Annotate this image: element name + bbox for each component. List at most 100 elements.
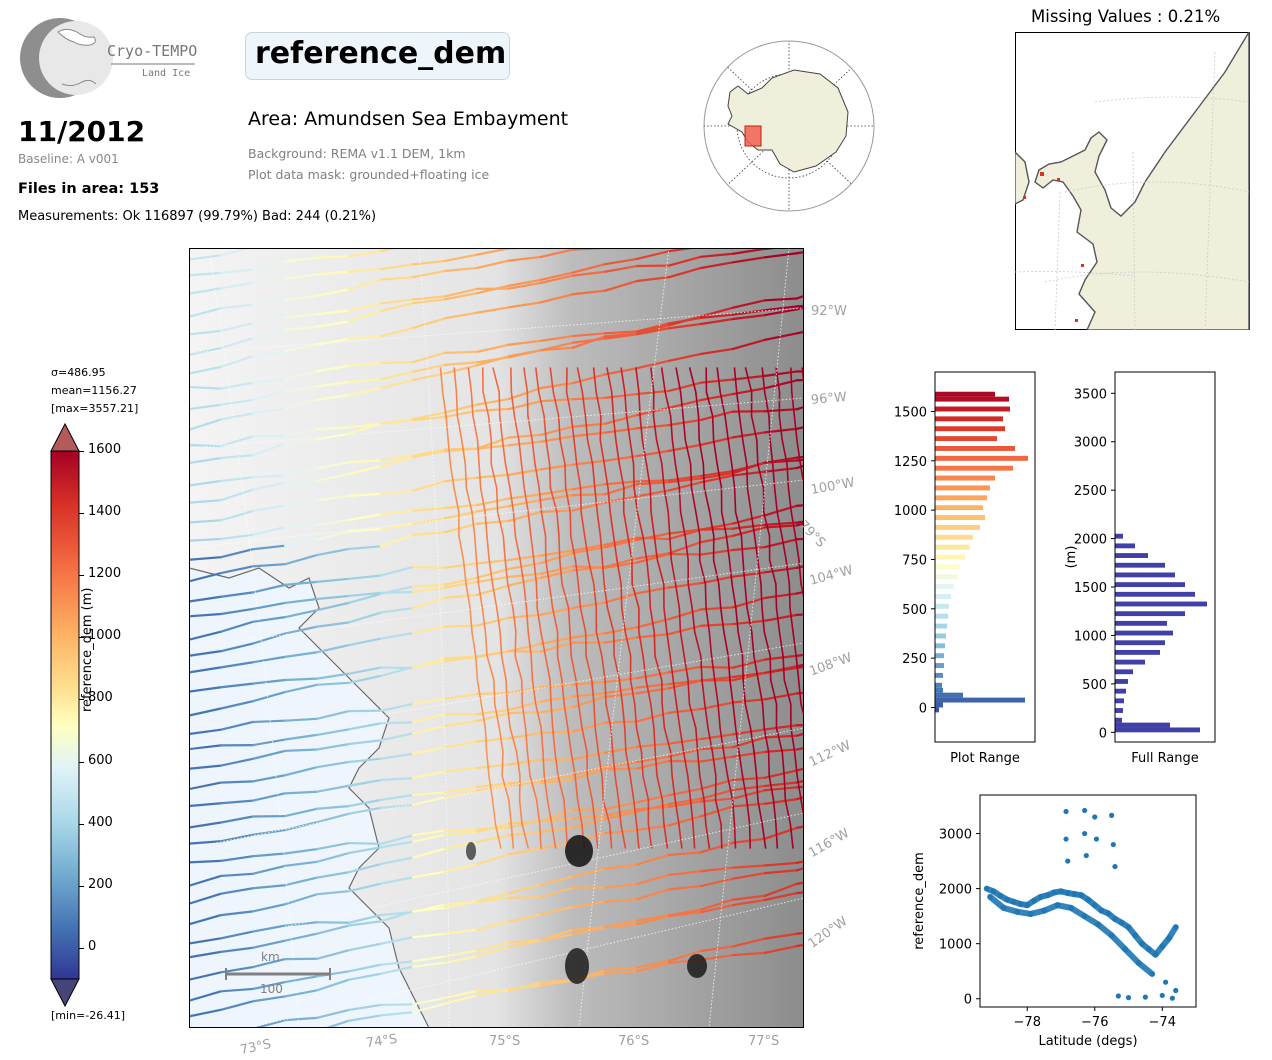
track-segment <box>699 898 735 911</box>
track-segment <box>411 450 447 459</box>
track-segment <box>551 607 559 633</box>
track-segment <box>379 803 415 809</box>
cryo-tempo-logo: Cryo-TEMPO Land Ice <box>18 16 203 100</box>
track-segment <box>189 571 223 583</box>
track-segment <box>714 799 722 825</box>
track-segment <box>539 569 575 579</box>
track-segment <box>189 821 223 829</box>
track-segment <box>711 751 717 777</box>
track-segment <box>695 511 701 537</box>
track-segment <box>746 487 752 513</box>
track-segment <box>768 415 771 441</box>
track-segment <box>283 428 319 437</box>
track-segment <box>507 895 543 899</box>
track-segment <box>663 823 669 849</box>
colorbar-min: [min=-26.41] <box>51 1009 126 1022</box>
track-segment <box>379 607 415 614</box>
scatter-point <box>1063 836 1069 842</box>
track-segment <box>379 665 415 677</box>
track-segment <box>219 476 255 483</box>
track-segment <box>579 487 582 513</box>
track-segment <box>479 487 486 513</box>
scatter-point <box>1092 814 1098 820</box>
scatter-point <box>1163 979 1169 985</box>
track-segment <box>571 373 607 385</box>
track-segment <box>603 414 639 425</box>
track-segment <box>543 415 547 441</box>
track-segment <box>539 487 575 496</box>
track-segment <box>632 799 638 825</box>
track-segment <box>632 463 635 489</box>
track-segment <box>635 802 671 813</box>
track-segment <box>731 256 767 264</box>
track-segment <box>251 995 287 1003</box>
track-segment <box>699 841 735 854</box>
track-segment <box>616 559 622 585</box>
track-segment <box>731 313 767 321</box>
y-tick-label: 500 <box>902 603 927 618</box>
track-segment <box>772 799 777 825</box>
track-segment <box>763 521 799 526</box>
track-segment <box>379 360 415 365</box>
track-segment <box>507 281 543 290</box>
track-segment <box>507 339 543 346</box>
track-segment <box>763 869 799 875</box>
track-segment <box>379 455 415 468</box>
track-segment <box>599 415 602 441</box>
track-segment <box>678 487 682 513</box>
track-segment <box>507 820 543 825</box>
track-segment <box>548 463 552 489</box>
track-segment <box>443 785 479 794</box>
track-segment <box>443 740 479 749</box>
track-segment <box>731 750 767 758</box>
scatter-point <box>1065 858 1071 864</box>
track-segment <box>379 965 415 975</box>
track-segment <box>514 535 522 561</box>
track-segment <box>443 311 479 320</box>
histogram-bar <box>935 613 948 619</box>
track-segment <box>652 415 658 441</box>
track-segment <box>501 775 510 801</box>
track-segment <box>502 535 507 561</box>
histogram-bar <box>935 396 1009 402</box>
track-segment <box>795 860 804 864</box>
histogram-bar <box>935 653 944 659</box>
track-segment <box>635 853 671 866</box>
colorbar-tick-label: 200 <box>88 876 113 892</box>
track-segment <box>731 658 767 669</box>
track-segment <box>603 745 639 754</box>
track-segment <box>574 775 579 801</box>
track-segment <box>684 439 692 465</box>
histogram-bar <box>935 707 939 713</box>
track-segment <box>219 910 255 917</box>
track-segment <box>475 558 511 565</box>
track-segment <box>635 888 671 901</box>
track-segment <box>635 322 671 333</box>
track-segment <box>731 802 767 808</box>
track-segment <box>347 422 383 435</box>
track-segment <box>507 386 543 401</box>
track-segment <box>530 535 535 561</box>
track-segment <box>699 261 735 270</box>
track-segment <box>594 823 599 849</box>
area-label: Area: Amundsen Sea Embayment <box>248 108 569 130</box>
track-segment <box>347 722 383 731</box>
track-segment <box>763 944 799 954</box>
y-tick-label: 3000 <box>939 828 972 843</box>
track-segment <box>603 454 639 462</box>
track-segment <box>689 799 694 825</box>
histogram-bar <box>935 672 943 678</box>
track-segment <box>610 391 615 417</box>
track-segment <box>475 834 511 844</box>
track-segment <box>315 812 351 824</box>
track-segment <box>660 367 666 393</box>
track-segment <box>699 469 735 478</box>
background-label: Background: REMA v1.1 DEM, 1km <box>248 146 466 161</box>
track-segment <box>189 892 223 905</box>
colorbar-tick <box>79 885 84 887</box>
histogram-frame <box>934 371 1036 743</box>
track-segment <box>720 511 728 537</box>
track-segment <box>539 274 575 284</box>
longitude-label: 100°W <box>809 475 856 498</box>
track-segment <box>251 316 287 325</box>
